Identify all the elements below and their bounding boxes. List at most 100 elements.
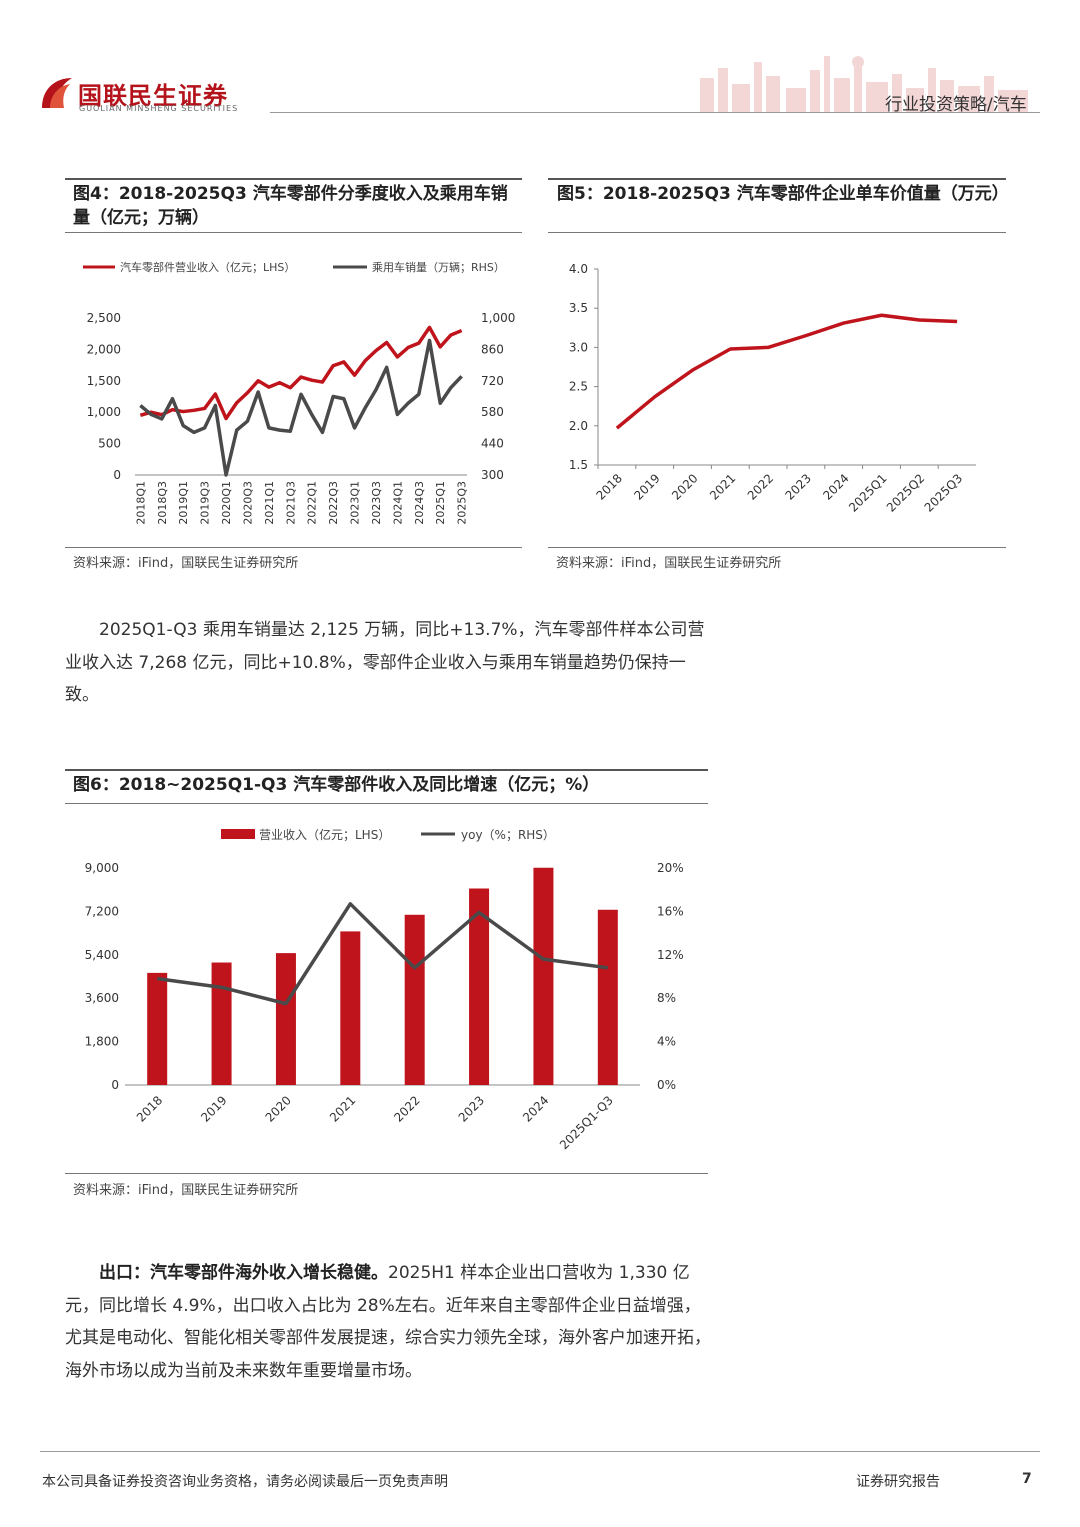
series-line-value-per-vehicle [615,313,958,430]
x-tick-label: 2024Q1 [391,481,404,525]
fig5-title: 图5：2018-2025Q3 汽车零部件企业单车价值量（万元） [557,184,1009,204]
y-left-tick-label: 9,000 [85,861,119,875]
x-tick-label: 2025Q3 [922,471,966,515]
y-right-tick-label: 20% [657,861,684,875]
y-left-tick-label: 500 [98,437,121,451]
x-tick-label: 2025Q1 [846,471,890,515]
fig6-bottom-rule [65,1173,708,1174]
x-tick-label: 2020Q3 [241,481,254,525]
y-right-tick-label: 1,000 [481,311,515,325]
y-right-tick-label: 720 [481,374,504,388]
y-right-tick-label: 860 [481,342,504,356]
y-left-tick-label: 2,000 [87,342,121,356]
page-header: 国联民生证券 GUOLIAN MINSHENG SECURITIES 行业投资策… [0,0,1080,120]
y-right-tick-label: 16% [657,904,684,918]
x-tick-label: 2023 [456,1093,487,1124]
x-tick-label: 2022 [391,1093,422,1124]
y-tick-label: 2.0 [569,419,588,433]
fig5-chart: 1.5 2.0 2.5 3.0 3.5 4.0 2018 2019 2020 2021 2022 20… [569,262,976,515]
bar-revenue [147,972,168,1085]
fig5-source: 资料来源：iFind，国联民生证券研究所 [556,556,782,571]
report-category: 行业投资策略/汽车 [885,95,1027,115]
legend-label-revenue: 营业收入（亿元；LHS） [259,827,390,842]
bar-revenue [469,888,490,1085]
bar-revenue [404,914,425,1085]
footer-page-number: 7 [1022,1471,1032,1487]
x-tick-label: 2025Q1 [434,481,447,525]
x-tick-label: 2022 [745,471,776,502]
x-tick-label: 2021Q1 [263,481,276,525]
x-tick-label: 2018 [594,471,625,502]
series-line-sales [139,338,463,477]
logo-text-cn: 国联民生证券 [78,82,228,110]
x-tick-label: 2025Q3 [456,481,469,525]
x-tick-label: 2024 [520,1093,551,1124]
y-tick-label: 1.5 [569,458,588,472]
x-tick-label: 2020 [669,471,700,502]
x-tick-label: 2025Q2 [884,471,928,515]
x-tick-label: 2024 [820,471,851,502]
x-tick-label: 2024Q3 [413,481,426,525]
y-tick-label: 2.5 [569,380,588,394]
x-tick-label: 2021 [707,471,738,502]
y-right-tick-label: 300 [481,468,504,482]
y-left-tick-label: 7,200 [85,904,119,918]
x-tick-label: 2021Q3 [284,481,297,525]
y-right-tick-label: 8% [657,991,676,1005]
y-left-tick-label: 1,000 [87,405,121,419]
x-tick-label: 2018 [134,1093,165,1124]
fig6-title-rule [65,803,708,804]
x-tick-label: 2018Q1 [134,481,147,525]
x-tick-label: 2023Q1 [349,481,362,525]
fig4-chart: 汽车零部件营业收入（亿元；LHS） 乘用车销量（万辆；RHS） 0 500 1,000 1… [83,260,515,525]
y-right-tick-label: 4% [657,1035,676,1049]
fig4-title: 图4：2018-2025Q3 汽车零部件分季度收入及乘用车销量（亿元；万辆） [73,184,508,228]
x-tick-label: 2020 [263,1093,294,1124]
legend-label-sales: 乘用车销量（万辆；RHS） [372,260,505,274]
fig6-source: 资料来源：iFind，国联民生证券研究所 [73,1183,299,1198]
paragraph-sales: 2025Q1-Q3 乘用车销量达 2,125 万辆，同比+13.7%，汽车零部件… [65,620,705,705]
y-right-tick-label: 0% [657,1078,676,1092]
header-rule [270,112,1040,113]
bar-revenue [533,867,554,1085]
y-right-tick-label: 580 [481,405,504,419]
y-left-tick-label: 3,600 [85,991,119,1005]
skyline-decoration [700,56,1028,112]
paragraph-export: 出口：汽车零部件海外收入增长稳健。2025H1 样本企业出口营收为 1,330 … [65,1257,715,1387]
x-tick-label: 2020Q1 [220,481,233,525]
footer-report-type: 证券研究报告 [856,1474,940,1490]
y-tick-label: 4.0 [569,262,588,276]
x-tick-label: 2018Q3 [156,481,169,525]
x-tick-label: 2019Q3 [199,481,212,525]
fig6-title: 图6：2018~2025Q1-Q3 汽车零部件收入及同比增速（亿元；%） [73,775,600,795]
paragraph-export-lead: 出口：汽车零部件海外收入增长稳健。 [99,1263,388,1283]
y-left-tick-label: 1,800 [85,1035,119,1049]
legend-label-yoy: yoy（%；RHS） [461,828,555,842]
x-tick-label: 2019Q1 [177,481,190,525]
x-tick-label: 2022Q3 [327,481,340,525]
legend-label-revenue: 汽车零部件营业收入（亿元；LHS） [120,260,295,274]
footer-disclaimer: 本公司具备证券投资咨询业务资格，请务必阅读最后一页免责声明 [42,1474,448,1490]
fig5-title-rule [548,232,1006,233]
series-line-revenue [139,325,463,421]
y-left-tick-label: 1,500 [87,374,121,388]
bar-revenue [211,962,232,1085]
x-tick-label: 2021 [327,1093,358,1124]
logo-text-en: GUOLIAN MINSHENG SECURITIES [79,104,239,113]
y-left-tick-label: 0 [113,468,121,482]
x-tick-label: 2025Q1-Q3 [557,1093,616,1152]
series-line-yoy [156,902,609,1006]
fig4-bottom-rule [65,547,522,548]
y-tick-label: 3.0 [569,340,588,354]
fig6-chart: 营业收入（亿元；LHS） yoy（%；RHS） 0 1,800 3,600 5,400 7,… [85,827,684,1152]
bar-revenue [340,931,361,1085]
fig5-bottom-rule [548,547,1006,548]
bar-revenue [275,953,296,1085]
y-tick-label: 3.5 [569,301,588,315]
x-tick-label: 2019 [198,1093,229,1124]
y-right-tick-label: 440 [481,437,504,451]
y-left-tick-label: 0 [111,1078,119,1092]
x-tick-label: 2019 [631,471,662,502]
y-right-tick-label: 12% [657,948,684,962]
x-tick-label: 2023Q3 [370,481,383,525]
